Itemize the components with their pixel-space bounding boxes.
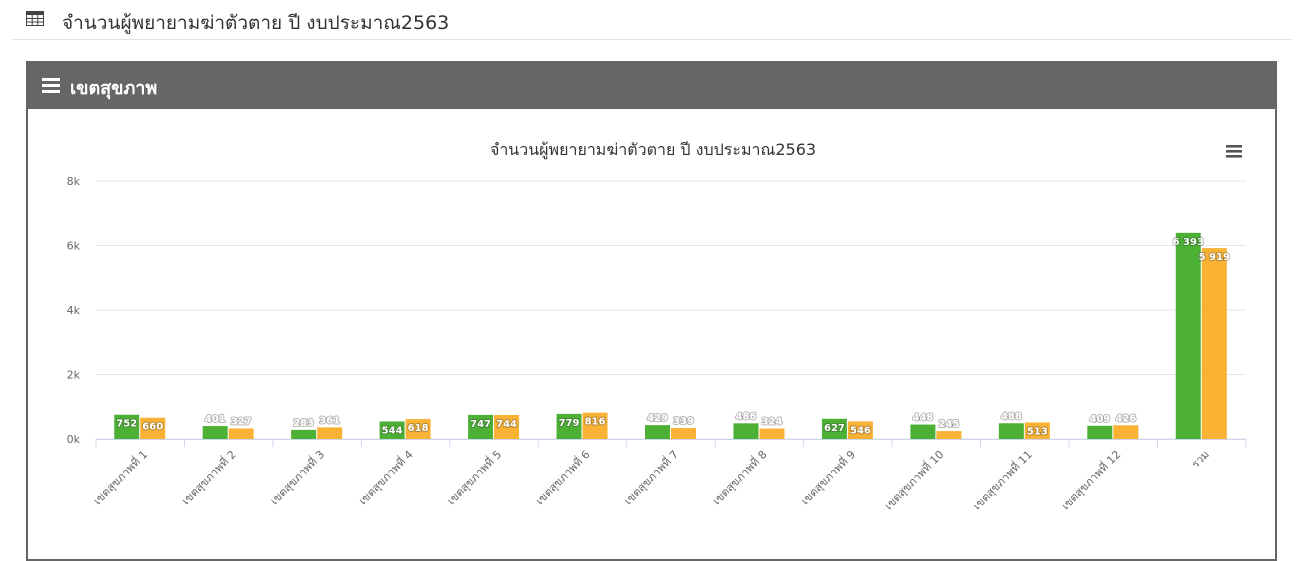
data-label: 339: [673, 416, 694, 427]
bar[interactable]: [468, 414, 494, 439]
x-tick-label: เขตสุขภาพที่ 12: [1058, 447, 1124, 513]
x-tick-label: เขตสุขภาพที่ 11: [969, 447, 1035, 513]
data-label: 327: [231, 416, 252, 427]
data-label: 544: [382, 425, 403, 436]
bar[interactable]: [494, 415, 520, 439]
region-panel: เขตสุขภาพ จำนวนผู้พยายามฆ่าตัวตาย ปี งบป…: [26, 61, 1277, 561]
x-tick-label: เขตสุขภาพที่ 4: [355, 447, 416, 508]
bar[interactable]: [847, 421, 873, 439]
bar[interactable]: [759, 428, 785, 439]
bar[interactable]: [910, 424, 936, 439]
data-label: 744: [496, 419, 517, 430]
bar[interactable]: [317, 427, 343, 439]
bar[interactable]: [379, 421, 405, 439]
data-label: 546: [850, 425, 871, 436]
bar[interactable]: [582, 412, 608, 439]
bar[interactable]: [821, 418, 847, 439]
bar[interactable]: [405, 419, 431, 439]
data-label: 361: [319, 415, 340, 426]
data-label: 283: [293, 418, 314, 429]
x-tick-label: เขตสุขภาพที่ 8: [709, 447, 770, 508]
bar[interactable]: [228, 428, 254, 439]
data-label: 627: [824, 423, 845, 434]
data-label: 816: [585, 417, 606, 428]
bar[interactable]: [202, 426, 228, 439]
data-label: 747: [470, 419, 491, 430]
x-tick-label: เขตสุขภาพที่ 3: [266, 447, 327, 508]
bar[interactable]: [998, 423, 1024, 439]
data-label: 324: [762, 417, 783, 428]
hamburger-menu-icon[interactable]: [1226, 145, 1242, 158]
x-tick-label: รวม: [1189, 448, 1212, 471]
bar[interactable]: [645, 425, 670, 439]
y-tick-label: 4k: [67, 304, 81, 317]
table-icon: [26, 11, 44, 26]
panel-heading: เขตสุขภาพ: [26, 61, 1277, 109]
data-label: 5 919: [1199, 252, 1230, 263]
bar[interactable]: [1113, 425, 1139, 439]
data-label: 245: [938, 419, 959, 430]
panel-heading-title: เขตสุขภาพ: [70, 78, 158, 99]
y-tick-label: 2k: [67, 369, 81, 382]
data-label: 401: [205, 414, 226, 425]
menu-icon: [42, 78, 60, 93]
data-label: 429: [647, 413, 668, 424]
x-tick-label: เขตสุขภาพที่ 10: [881, 447, 947, 513]
bar[interactable]: [1024, 422, 1050, 439]
x-tick-label: เขตสุขภาพที่ 1: [89, 447, 150, 508]
page-header: จำนวนผู้พยายามฆ่าตัวตาย ปี งบประมาณ2563: [12, 0, 1292, 40]
data-label: 448: [912, 413, 933, 424]
y-tick-label: 8k: [67, 175, 81, 188]
data-label: 409: [1089, 414, 1110, 425]
bar[interactable]: [291, 429, 317, 439]
bar-chart: จำนวนผู้พยายามฆ่าตัวตาย ปี งบประมาณ2563 0…: [67, 140, 1247, 513]
page-title: จำนวนผู้พยายามฆ่าตัวตาย ปี งบประมาณ2563: [62, 12, 450, 34]
data-label: 779: [559, 418, 580, 429]
x-tick-label: เขตสุขภาพที่ 9: [797, 447, 858, 508]
bar[interactable]: [671, 428, 696, 439]
bar[interactable]: [936, 431, 962, 439]
data-label: 513: [1027, 426, 1048, 437]
bar[interactable]: [114, 414, 140, 439]
y-tick-label: 0k: [67, 433, 81, 446]
y-tick-label: 6k: [67, 240, 81, 253]
data-label: 488: [1001, 411, 1022, 422]
x-tick-label: เขตสุขภาพที่ 6: [532, 447, 593, 508]
data-label: 6 393: [1173, 237, 1204, 248]
bar[interactable]: [1087, 425, 1113, 439]
data-label: 426: [1115, 413, 1136, 424]
data-label: 752: [116, 419, 137, 430]
data-label: 486: [736, 411, 757, 422]
bar[interactable]: [1201, 248, 1227, 439]
chart-title: จำนวนผู้พยายามฆ่าตัวตาย ปี งบประมาณ2563: [490, 140, 816, 160]
data-label: 618: [408, 423, 429, 434]
x-tick-label: เขตสุขภาพที่ 5: [443, 447, 504, 508]
x-tick-label: เขตสุขภาพที่ 7: [620, 447, 681, 508]
bar[interactable]: [733, 423, 759, 439]
bar[interactable]: [556, 413, 582, 439]
data-label: 660: [142, 422, 163, 433]
x-tick-label: เขตสุขภาพที่ 2: [178, 447, 239, 508]
bar[interactable]: [140, 417, 166, 439]
bar[interactable]: [1175, 232, 1201, 439]
